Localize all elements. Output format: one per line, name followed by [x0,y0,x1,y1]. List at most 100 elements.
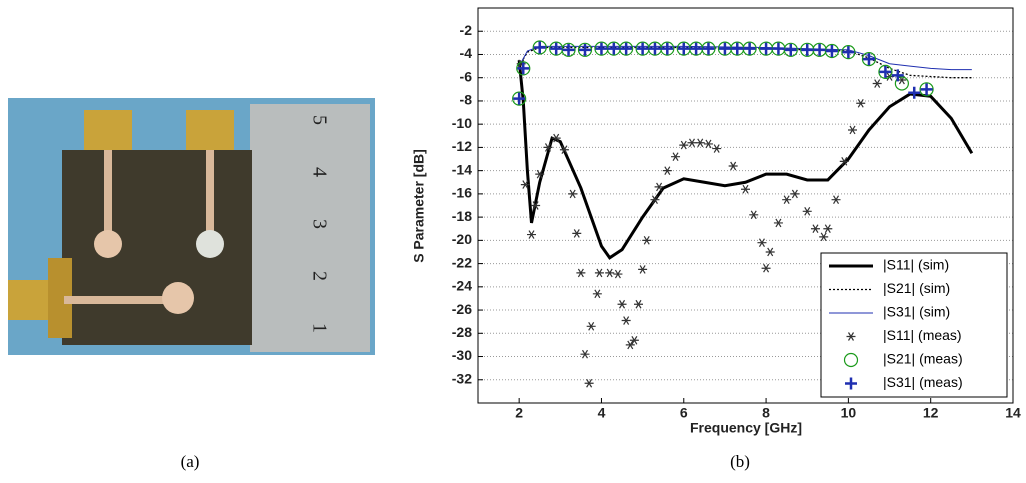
marker [613,269,623,279]
legend-label: |S31| (sim) [883,304,950,320]
patch [162,282,194,314]
y-tick-label: -28 [452,324,472,340]
x-tick-label: 2 [515,405,523,421]
marker [801,43,814,56]
marker [535,169,545,179]
series-line [518,46,972,79]
marker [879,65,892,78]
marker [908,86,921,99]
y-tick-label: -26 [452,301,472,317]
marker [629,335,639,345]
marker [841,45,856,60]
marker [848,125,857,135]
marker [773,218,783,228]
marker [527,230,536,239]
marker [790,189,800,199]
marker [760,42,773,55]
marker [819,232,829,242]
patch [94,230,122,258]
x-tick-label: 10 [841,405,857,421]
marker [620,42,633,55]
marker [584,378,594,388]
marker [607,42,620,55]
marker [636,42,649,55]
legend-label: |S11| (meas) [883,327,962,343]
x-axis-label: Frequency [GHz] [690,420,802,436]
marker [839,157,849,166]
marker [576,268,586,278]
marker [594,268,604,278]
y-tick-label: -16 [452,185,472,201]
y-tick-label: -22 [452,254,472,270]
y-tick-label: -30 [452,347,472,363]
marker [846,332,856,341]
y-tick-label: -18 [452,208,472,224]
marker [550,42,563,55]
x-tick-label: 14 [1005,405,1021,421]
y-tick-label: -32 [452,370,472,386]
marker [516,61,531,76]
marker [731,42,744,55]
legend-label: |S31| (meas) [883,374,963,390]
marker [784,43,797,56]
connector [186,110,234,150]
caption: (b) [730,452,750,471]
marker [543,143,553,152]
marker [654,182,664,192]
marker [677,42,690,55]
y-tick-label: -2 [460,22,473,38]
marker [831,195,841,205]
marker [551,133,561,143]
y-axis-label: S Parameter [dB] [411,149,427,263]
connector [84,110,132,150]
marker [741,184,750,194]
series-line [517,60,974,260]
marker [823,224,833,234]
marker [621,316,631,325]
marker [813,43,826,56]
marker [520,180,530,189]
marker [728,161,738,171]
y-tick-label: -14 [452,161,472,177]
marker [661,42,674,55]
marker [595,42,608,55]
legend-box [820,252,1008,398]
plot-frame [477,7,1014,404]
marker [517,62,530,75]
marker [894,76,909,91]
marker [845,377,857,390]
marker [662,166,672,175]
marker [572,229,582,238]
x-tick-label: 6 [680,405,688,421]
x-tick-label: 12 [923,405,939,421]
marker [782,195,792,205]
marker [872,79,882,88]
marker [559,145,569,155]
marker [577,42,593,57]
marker [512,91,527,106]
photo [8,98,375,355]
x-tick-label: 4 [598,405,606,421]
ruler-label: 5 [308,115,330,125]
legend-label: |S21| (sim) [883,280,950,296]
legend-label: |S11| (sim) [883,257,949,273]
marker [919,82,934,97]
marker [531,201,541,210]
ruler-label: 4 [308,167,330,177]
ruler-labels: 5 4 3 2 1 [308,115,330,333]
marker [891,69,904,82]
marker [605,268,615,278]
marker [749,210,759,220]
marker [703,139,713,149]
marker [580,349,590,359]
marker [843,352,859,368]
marker [695,138,705,148]
y-tick-label: -6 [460,68,473,84]
y-tick-label: -20 [452,231,472,247]
y-tick-label: -10 [452,115,472,131]
y-tick-label: -12 [452,138,472,154]
marker [592,289,602,299]
marker [625,340,635,350]
marker [568,189,578,199]
